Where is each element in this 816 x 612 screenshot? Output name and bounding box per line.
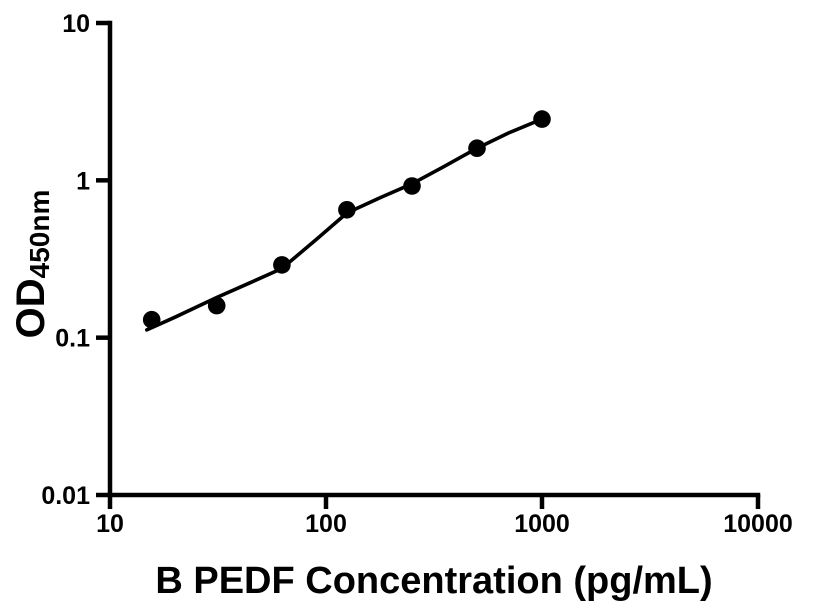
x-tick-label: 1000 <box>514 510 570 538</box>
y-tick-label: 0.1 <box>55 325 90 353</box>
y-tick-label: 0.01 <box>41 482 90 510</box>
y-tick-label: 1 <box>76 167 90 195</box>
data-point-marker <box>338 201 356 219</box>
x-tick-label: 10000 <box>723 510 793 538</box>
y-axis-title-subscript: 450nm <box>24 189 55 279</box>
y-axis-title: OD450nm <box>6 179 56 349</box>
y-axis-title-main: OD <box>9 278 53 339</box>
x-tick-label: 100 <box>305 510 347 538</box>
x-tick-label: 10 <box>96 510 124 538</box>
x-axis-title: B PEDF Concentration (pg/mL) <box>155 560 713 602</box>
fit-curve-line <box>145 117 544 332</box>
y-tick-label: 10 <box>62 10 90 38</box>
